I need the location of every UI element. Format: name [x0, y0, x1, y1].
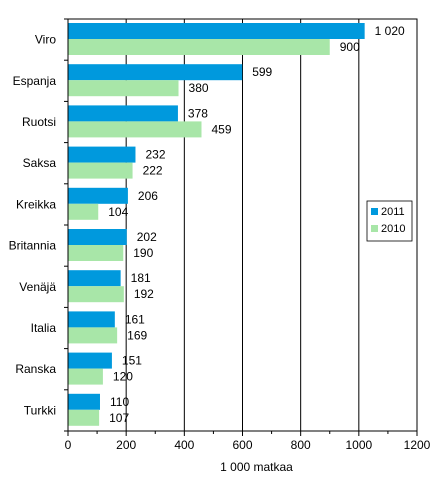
- bar-2011-turkki: [68, 393, 100, 410]
- bar-2010-viro: [68, 39, 330, 55]
- data-label: 107: [109, 411, 129, 425]
- data-label: 222: [143, 164, 163, 178]
- bar-2010-britannia: [68, 245, 124, 261]
- category-label: Kreikka: [16, 197, 56, 211]
- bar-2010-ranska: [68, 368, 103, 385]
- data-label: 599: [252, 65, 272, 79]
- data-label: 181: [131, 271, 151, 285]
- data-label: 151: [122, 354, 142, 368]
- bar-2011-espanja: [68, 64, 243, 81]
- x-tick-label: 800: [291, 438, 311, 452]
- data-label: 1 020: [375, 24, 405, 38]
- legend-label-2011: 2011: [381, 206, 405, 218]
- category-label: Italia: [31, 321, 57, 335]
- data-label: 169: [127, 328, 147, 342]
- category-label: Ruotsi: [22, 115, 56, 129]
- data-label: 232: [145, 148, 165, 162]
- labels: 0 200 400 600 800 1000 1200 Viro 1 020 900 Espanja…: [9, 24, 431, 452]
- x-tick-label: 0: [65, 438, 72, 452]
- x-tick-label: 1000: [345, 438, 372, 452]
- data-label: 120: [113, 370, 133, 384]
- data-label: 190: [133, 246, 153, 260]
- legend-swatch-2011: [371, 208, 378, 215]
- bar-2011-ranska: [68, 352, 112, 369]
- data-label: 459: [211, 122, 231, 136]
- category-label: Britannia: [9, 239, 57, 253]
- bar-2011-saksa: [68, 146, 136, 163]
- bar-2011-venäjä: [68, 270, 121, 287]
- bar-2010-ruotsi: [68, 121, 202, 138]
- bar-2010-italia: [68, 327, 118, 344]
- data-label: 104: [108, 205, 128, 219]
- category-label: Venäjä: [19, 280, 56, 294]
- data-label: 161: [125, 312, 145, 326]
- data-label: 378: [188, 106, 208, 120]
- data-label: 380: [189, 81, 209, 95]
- bar-2010-espanja: [68, 80, 179, 97]
- x-tick-label: 1200: [404, 438, 431, 452]
- category-label: Ranska: [15, 362, 56, 376]
- legend: 2011 2010: [366, 200, 413, 242]
- data-label: 202: [137, 230, 157, 244]
- bars: [68, 23, 365, 426]
- bar-2011-ruotsi: [68, 105, 178, 122]
- category-label: Viro: [35, 33, 56, 47]
- x-tick-label: 200: [116, 438, 136, 452]
- x-tick-label: 400: [174, 438, 194, 452]
- legend-label-2010: 2010: [381, 223, 405, 235]
- category-label: Espanja: [13, 74, 57, 88]
- bar-2011-kreikka: [68, 187, 128, 204]
- data-label: 206: [138, 189, 158, 203]
- bar-2011-viro: [68, 23, 365, 39]
- x-tick-label: 600: [232, 438, 252, 452]
- bar-2010-kreikka: [68, 203, 99, 220]
- legend-box: [366, 200, 413, 242]
- bar-2011-britannia: [68, 229, 127, 245]
- data-label: 900: [340, 40, 360, 54]
- axes: [64, 18, 418, 436]
- category-label: Turkki: [24, 403, 56, 417]
- data-label: 110: [110, 395, 129, 409]
- bar-2010-venäjä: [68, 286, 124, 303]
- data-label: 192: [134, 287, 154, 301]
- bar-2010-turkki: [68, 409, 100, 426]
- bar-2010-saksa: [68, 162, 133, 179]
- legend-swatch-2010: [371, 225, 378, 232]
- gridlines: [125, 19, 360, 431]
- x-axis-title: 1 000 matkaa: [220, 460, 293, 474]
- bar-2011-italia: [68, 311, 115, 328]
- category-label: Saksa: [23, 156, 57, 170]
